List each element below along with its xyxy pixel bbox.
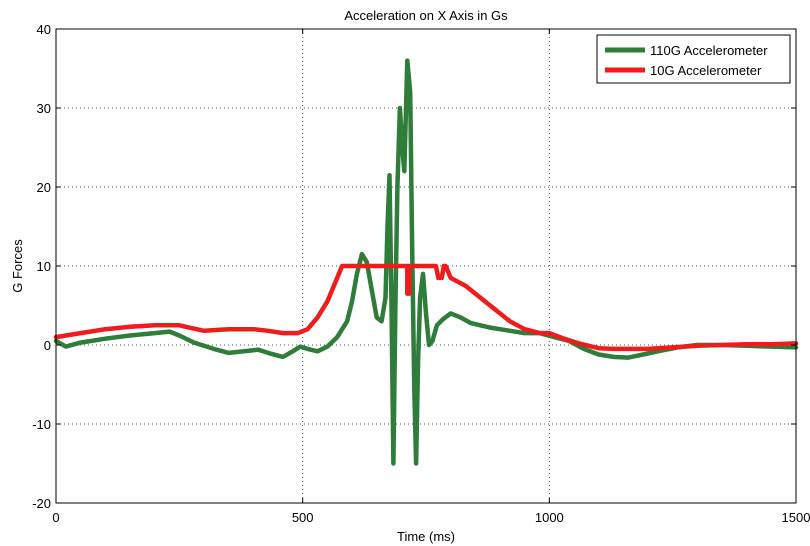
y-tick-label: 20 bbox=[37, 180, 51, 195]
series-lines bbox=[53, 58, 799, 466]
x-tick-label: 1500 bbox=[782, 510, 810, 525]
legend-label: 10G Accelerometer bbox=[650, 63, 762, 78]
y-tick-label: -20 bbox=[32, 496, 51, 511]
x-tick-label: 500 bbox=[292, 510, 314, 525]
series-line-10g bbox=[53, 263, 799, 352]
legend-box bbox=[596, 34, 791, 84]
y-tick-label: -10 bbox=[32, 417, 51, 432]
grid-lines bbox=[56, 29, 796, 503]
y-tick-label: 30 bbox=[37, 101, 51, 116]
axis-ticks: 0 500 1000 1500 -20 -10 0 10 20 30 40 bbox=[32, 22, 810, 525]
x-tick-label: 1000 bbox=[535, 510, 564, 525]
y-axis-label: G Forces bbox=[10, 239, 25, 293]
y-tick-label: 40 bbox=[37, 22, 51, 37]
chart-title: Acceleration on X Axis in Gs bbox=[344, 8, 508, 23]
x-tick-label: 0 bbox=[52, 510, 59, 525]
y-tick-label: 10 bbox=[37, 259, 51, 274]
legend-label: 110G Accelerometer bbox=[650, 43, 768, 58]
x-axis-label: Time (ms) bbox=[397, 529, 455, 544]
legend: 110G Accelerometer 10G Accelerometer bbox=[596, 34, 791, 84]
y-tick-label: 0 bbox=[44, 338, 51, 353]
